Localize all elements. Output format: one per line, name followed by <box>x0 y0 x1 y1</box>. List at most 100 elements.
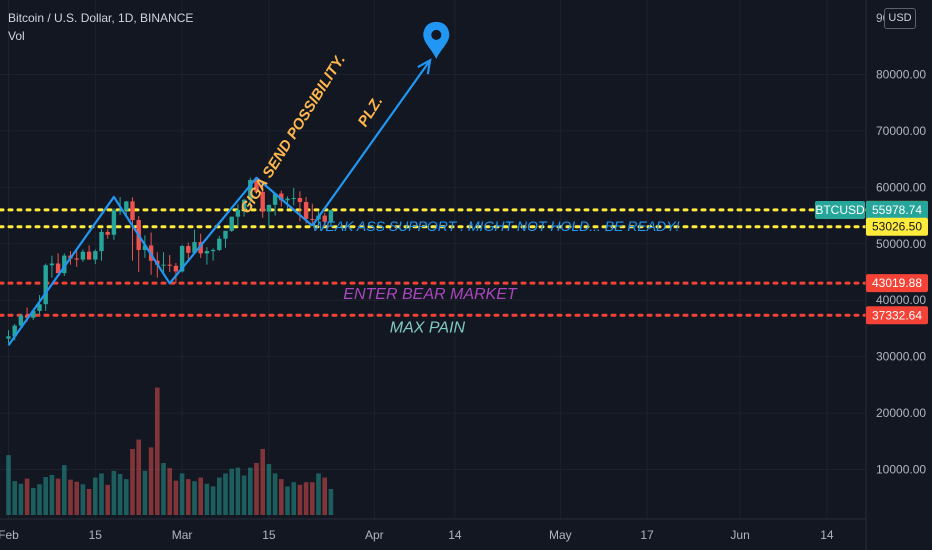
weak-support-text[interactable]: WEAK ASS SUPPORT . MIGHT NOT HOLD... BE … <box>312 218 679 234</box>
candle-body <box>285 198 290 201</box>
candle <box>192 229 197 254</box>
volume-bar <box>55 478 61 515</box>
currency-button[interactable]: USD <box>884 8 916 29</box>
price-axis[interactable]: 80000.00 70000.00 60000.00 50000.00 40000.00… <box>876 11 926 477</box>
volume-bar <box>198 477 203 515</box>
zigzag-trendline[interactable] <box>7 176 314 347</box>
price-tag-weak-support: 53026.50 <box>866 217 928 236</box>
volume-bar <box>49 474 55 515</box>
candle <box>266 204 272 227</box>
candle-body <box>173 265 179 272</box>
volume-bar <box>291 482 296 515</box>
candle-body <box>18 315 24 326</box>
volume-bar <box>266 464 272 515</box>
volume-bar <box>328 489 334 515</box>
time-tick-label: Mar <box>172 528 193 542</box>
candle-body <box>291 198 296 200</box>
volume-bar <box>217 477 222 515</box>
candle-body <box>235 209 241 217</box>
projection-arrow-line[interactable] <box>311 59 431 227</box>
candle-body <box>130 201 135 221</box>
projection-arrow-head <box>417 58 432 75</box>
volume-bar <box>86 489 92 515</box>
candle-body <box>142 245 148 250</box>
horizontal-levels[interactable] <box>0 208 868 317</box>
symbol-tag-label: BTCUSD <box>815 203 865 217</box>
volume-bar <box>68 479 73 515</box>
volume-bar <box>43 477 48 515</box>
candle-body <box>210 249 216 252</box>
candle <box>80 249 86 262</box>
volume-bar <box>130 448 135 515</box>
price-tag-value: 55978.74 <box>872 203 922 217</box>
candle <box>223 230 228 248</box>
candle-body <box>74 258 79 260</box>
volume-bar <box>210 486 216 515</box>
candle <box>291 187 296 206</box>
candle <box>43 263 48 311</box>
candle <box>328 209 334 227</box>
candle-body <box>223 230 228 239</box>
symbol-title[interactable]: Bitcoin / U.S. Dollar, 1D, BINANCE <box>8 11 194 25</box>
price-tag-bg <box>866 201 928 220</box>
candle-body <box>161 264 166 266</box>
price-tick-label: 60000.00 <box>876 180 926 194</box>
volume-bar <box>279 479 284 515</box>
candle <box>235 204 241 227</box>
volume-bar <box>111 470 117 515</box>
candle-body <box>186 246 191 253</box>
candle-body <box>49 263 55 266</box>
volume-bar <box>310 482 315 515</box>
candle-body <box>80 251 86 260</box>
volume-label[interactable]: Vol <box>8 29 25 43</box>
candle-body <box>62 255 67 274</box>
candle-body <box>310 218 315 220</box>
price-tick-label: 50000.00 <box>876 237 926 251</box>
time-tick-label: Feb <box>0 528 19 542</box>
bear-market-text[interactable]: ENTER BEAR MARKET <box>343 286 518 303</box>
candle <box>186 242 191 261</box>
volume-bar <box>316 473 321 515</box>
candle <box>173 262 179 284</box>
volume-bar <box>37 484 42 515</box>
candle-body <box>12 325 17 337</box>
candle <box>241 198 247 217</box>
volume-bar <box>124 479 129 515</box>
volume-bar <box>136 439 141 515</box>
candle-body <box>204 251 210 254</box>
time-axis[interactable]: Feb 15 Mar 15 Apr 14 May 17 Jun 14 <box>0 528 834 542</box>
trend-drawings[interactable] <box>7 21 450 347</box>
candle-body <box>99 231 104 252</box>
time-tick-label: 17 <box>640 528 654 542</box>
candle-body <box>6 336 11 339</box>
price-tag-current-price: BTCUSD 55978.74 <box>815 201 928 220</box>
candle <box>6 330 11 344</box>
candle-body <box>248 179 253 200</box>
volume-bar <box>192 481 197 515</box>
volume-bar <box>12 481 17 515</box>
candle-body <box>124 201 129 211</box>
candle-body <box>322 215 327 222</box>
price-tag-value: 53026.50 <box>872 220 922 234</box>
candle-body <box>241 199 247 210</box>
volume-bar <box>161 463 166 515</box>
max-pain-text[interactable]: MAX PAIN <box>390 319 466 336</box>
time-tick-label: 14 <box>448 528 462 542</box>
price-tags: 55999.83BTCUSD55978.7453026.5043019.8837… <box>815 200 928 325</box>
candle <box>111 208 117 240</box>
candle-body <box>86 251 92 260</box>
volume-bar <box>142 470 148 515</box>
candle-body <box>37 304 42 311</box>
volume-bar <box>105 484 110 515</box>
candle <box>18 313 24 328</box>
pin-body <box>423 21 450 59</box>
volume-bar <box>241 475 247 515</box>
map-pin-icon[interactable] <box>423 21 450 59</box>
pin-hole <box>431 29 442 40</box>
volume-bar <box>148 447 154 515</box>
candle-body <box>229 216 234 231</box>
candle <box>99 229 104 261</box>
price-tick-label: 70000.00 <box>876 124 926 138</box>
